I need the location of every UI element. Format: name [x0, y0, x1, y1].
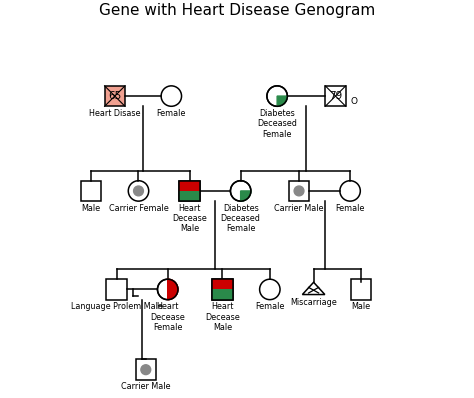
Bar: [289, 181, 309, 201]
Circle shape: [161, 86, 182, 106]
Polygon shape: [241, 191, 251, 201]
Bar: [106, 279, 127, 300]
Bar: [212, 289, 233, 300]
Circle shape: [128, 181, 149, 201]
Circle shape: [267, 86, 287, 106]
Polygon shape: [302, 282, 325, 295]
Bar: [179, 181, 200, 201]
Text: Diabetes
Deceased
Female: Diabetes Deceased Female: [257, 109, 297, 139]
Bar: [105, 86, 125, 106]
Circle shape: [157, 279, 178, 300]
Bar: [179, 191, 200, 201]
Bar: [136, 359, 156, 380]
Text: 79: 79: [329, 91, 342, 101]
Bar: [325, 86, 346, 106]
Circle shape: [260, 279, 280, 300]
Polygon shape: [277, 96, 287, 106]
Bar: [212, 279, 233, 300]
Title: Gene with Heart Disease Genogram: Gene with Heart Disease Genogram: [99, 3, 375, 18]
Text: Heart Disase: Heart Disase: [89, 109, 140, 118]
Text: Female: Female: [336, 204, 365, 213]
Bar: [212, 279, 233, 289]
Text: Language Prolem Male: Language Prolem Male: [71, 302, 163, 311]
Text: Female: Female: [255, 302, 284, 311]
Bar: [212, 279, 233, 300]
Circle shape: [230, 181, 251, 201]
Text: Heart
Decease
Male: Heart Decease Male: [172, 204, 207, 234]
Bar: [81, 181, 101, 201]
Text: Carrier Male: Carrier Male: [121, 382, 171, 392]
Bar: [351, 279, 371, 300]
Text: Miscarriage: Miscarriage: [290, 298, 337, 307]
Text: Diabetes
Deceased
Female: Diabetes Deceased Female: [221, 204, 261, 234]
Text: 65: 65: [108, 91, 121, 101]
Bar: [179, 181, 200, 201]
Text: Heart
Decease
Male: Heart Decease Male: [205, 302, 240, 332]
Text: Male: Male: [82, 204, 100, 213]
Circle shape: [340, 181, 360, 201]
Text: Male: Male: [352, 302, 371, 311]
Text: Carrier Male: Carrier Male: [274, 204, 324, 213]
Text: O: O: [350, 97, 357, 106]
Circle shape: [294, 186, 304, 196]
Polygon shape: [168, 279, 178, 300]
Bar: [179, 181, 200, 191]
Text: Female: Female: [156, 109, 186, 118]
Text: Heart
Decease
Female: Heart Decease Female: [150, 302, 185, 332]
Text: Carrier Female: Carrier Female: [109, 204, 168, 213]
Circle shape: [141, 365, 151, 375]
Circle shape: [134, 186, 144, 196]
